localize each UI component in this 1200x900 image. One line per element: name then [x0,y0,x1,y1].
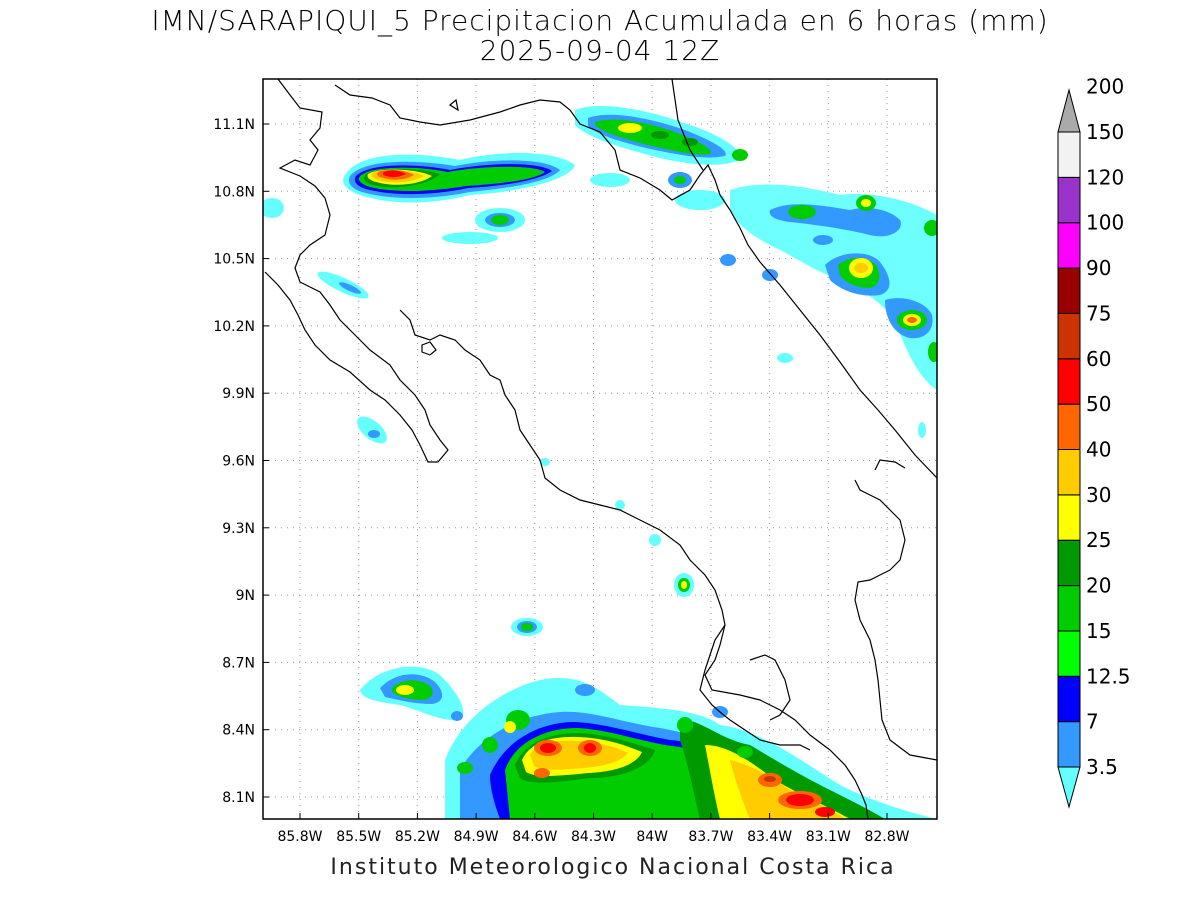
rain-cell-north-west [263,153,575,444]
colorbar-box [1057,312,1081,360]
x-tick-label: 84.9W [454,829,499,845]
colorbar-label: 7 [1086,710,1099,734]
x-tick-label: 85.5W [336,829,381,845]
x-tick-label: 84.6W [512,829,557,845]
y-tick-label: 8.4N [222,723,255,739]
x-tick-label: 83.1W [806,829,851,845]
colorbar-label: 60 [1086,347,1111,371]
coastline [264,79,937,819]
colorbar-box [1057,176,1081,224]
colorbar-top-triangle [1057,88,1081,133]
colorbar-box [1057,358,1081,405]
y-tick-label: 9N [236,588,255,604]
x-tick-label: 82.8W [864,829,909,845]
colorbar-label: 120 [1086,165,1124,189]
y-tick-label: 11.1N [213,117,255,133]
colorbar-box [1057,494,1081,541]
colorbar-box [1057,539,1081,587]
y-tick-label: 8.1N [222,790,255,806]
precipitation-field [263,105,937,819]
colorbar-box [1057,449,1081,496]
y-tick-label: 8.7N [222,655,255,671]
map-datetime: 2025-09-04 12Z [479,34,721,67]
colorbar: 3.5 7 12.5 15 20 25 30 40 50 60 75 90 100 120 150 200 [1057,75,1131,809]
y-tick-label: 10.2N [213,319,255,335]
rain-cell-south [360,666,937,819]
map-frame [262,78,938,820]
colorbar-label: 12.5 [1086,664,1131,688]
x-tick-label: 83.4W [747,829,792,845]
colorbar-label: 50 [1086,392,1111,416]
rain-cell-central [511,458,694,636]
y-tick-label: 10.5N [213,252,255,268]
colorbar-box [1057,222,1081,269]
colorbar-box [1057,403,1081,450]
colorbar-label: 40 [1086,438,1111,462]
colorbar-box [1057,675,1081,723]
colorbar-label: 90 [1086,256,1111,280]
colorbar-label: 3.5 [1086,755,1118,779]
x-tick-label: 84.3W [571,829,616,845]
colorbar-label: 200 [1086,75,1124,99]
y-tick-label: 9.6N [222,454,255,470]
colorbar-box [1057,721,1081,768]
colorbar-box [1057,267,1081,314]
colorbar-label: 30 [1086,483,1111,507]
x-tick-label: 85.2W [395,829,440,845]
colorbar-box [1057,630,1081,677]
y-tick-label: 10.8N [213,184,255,200]
colorbar-label: 150 [1086,120,1124,144]
rain-cell-caribbean [720,184,937,438]
map-title: IMN/SARAPIQUI_5 Precipitacion Acumulada … [151,4,1049,37]
y-tick-label: 9.3N [222,521,255,537]
rain-cell-north-east [575,105,748,210]
colorbar-label: 100 [1086,211,1124,235]
colorbar-box [1057,585,1081,632]
latitude-axis: 11.1N 10.8N 10.5N 10.2N 9.9N 9.6N 9.3N 9N 8.7N 8.… [213,117,269,806]
x-tick-label: 84W [636,829,668,845]
x-tick-label: 83.7W [688,829,733,845]
y-tick-label: 9.9N [222,386,255,402]
longitude-axis: 85.8W 85.5W 85.2W 84.9W 84.6W 84.3W 84W 83.7W 83… [277,813,910,845]
colorbar-box [1057,131,1081,178]
colorbar-bottom-triangle [1057,766,1081,809]
x-tick-label: 85.8W [277,829,322,845]
colorbar-label: 25 [1086,528,1111,552]
footer-credit: Instituto Meteorologico Nacional Costa R… [330,855,896,880]
colorbar-label: 75 [1086,301,1111,325]
colorbar-label: 15 [1086,619,1111,643]
colorbar-label: 20 [1086,574,1111,598]
